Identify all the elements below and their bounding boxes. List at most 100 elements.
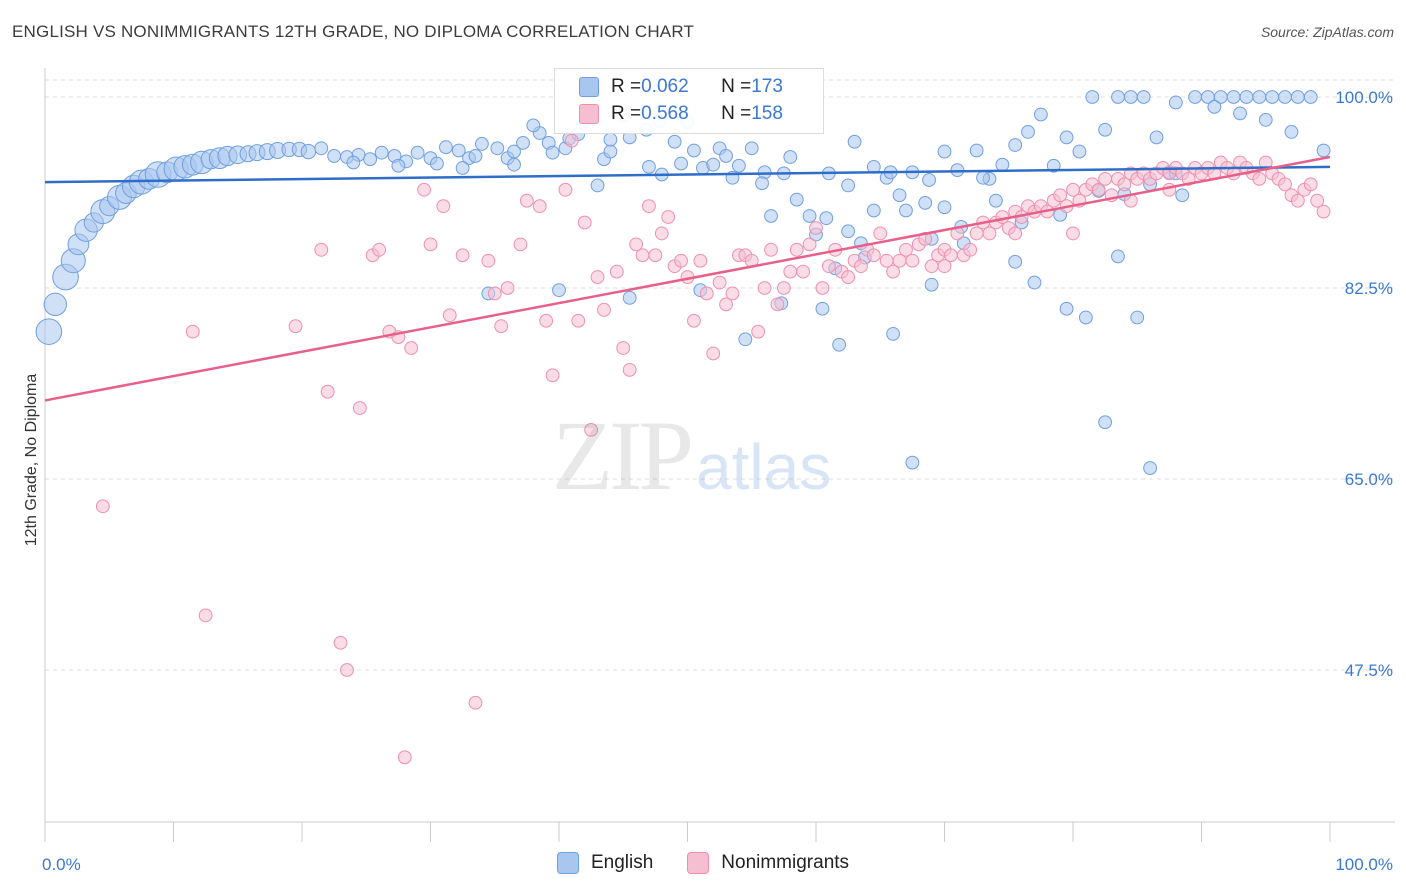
english-point	[687, 143, 701, 158]
english-point	[674, 156, 688, 171]
tick-labels: 47.5% 65.0% 82.5% 100.0% 0.0% 100.0%	[42, 88, 1393, 874]
nonimmigrant-point	[519, 193, 534, 208]
english-point	[507, 157, 521, 172]
english-point	[451, 143, 466, 158]
english-point	[1188, 90, 1202, 104]
nonimmigrants-n-value: 158	[751, 103, 783, 124]
english-point	[603, 144, 618, 159]
nonimmigrant-point	[1252, 171, 1267, 186]
nonimmigrant-point	[372, 242, 387, 257]
english-point	[300, 143, 317, 160]
english-point	[755, 176, 769, 191]
english-point	[526, 118, 541, 133]
english-point	[841, 178, 856, 193]
english-point	[507, 144, 521, 159]
nonimmigrant-point	[1053, 188, 1068, 203]
nonimmigrant-point	[706, 346, 721, 361]
english-point	[1059, 130, 1074, 145]
nonimmigrant-point	[1278, 177, 1292, 192]
english-point	[847, 134, 862, 149]
nonimmigrant-point	[513, 237, 528, 252]
english-point	[892, 188, 907, 203]
english-point	[603, 132, 618, 147]
nonimmigrant-point	[558, 182, 573, 197]
nonimmigrant-points	[95, 133, 1331, 765]
english-point	[783, 150, 798, 164]
english-point	[642, 159, 656, 174]
english-point	[1278, 90, 1292, 104]
nonimmigrant-point	[288, 319, 303, 334]
nonimmigrant-point	[796, 264, 811, 279]
english-point	[346, 155, 361, 170]
nonimmigrant-point	[712, 275, 727, 290]
english-point	[35, 318, 63, 345]
nonimmigrant-point	[648, 248, 663, 263]
english-point	[1284, 125, 1299, 139]
nonimmigrants-swatch	[579, 104, 599, 124]
nonimmigrant-point	[815, 281, 830, 295]
english-point	[886, 326, 900, 341]
legend-item-nonimmigrants[interactable]: Nonimmigrants	[687, 852, 849, 874]
stats-legend: R = 0.062 N = 173 R = 0.568 N = 158	[554, 68, 824, 134]
nonimmigrant-point	[584, 422, 599, 437]
nonimmigrant-point	[622, 362, 637, 377]
nonimmigrant-point	[757, 281, 772, 295]
watermark-zip: ZIP	[552, 400, 694, 511]
nonimmigrant-point	[699, 286, 714, 301]
nonimmigrant-point	[564, 133, 579, 148]
nonimmigrant-point	[1316, 204, 1331, 219]
nonimmigrant-point	[532, 199, 547, 214]
nonimmigrant-point	[866, 248, 881, 263]
english-point	[1033, 107, 1048, 122]
nonimmigrant-point	[494, 319, 509, 334]
nonimmigrant-point	[577, 215, 592, 230]
nonimmigrant-point	[809, 221, 823, 235]
english-point	[1027, 275, 1042, 290]
english-point	[1239, 90, 1254, 104]
nonimmigrant-point	[1162, 182, 1177, 197]
english-point	[490, 141, 505, 156]
english-point	[706, 157, 721, 172]
source-label: Source: ZipAtlas.com	[1260, 24, 1394, 40]
nonimmigrant-point	[423, 237, 438, 252]
english-point	[1149, 130, 1164, 145]
nonimmigrants-r-value: 0.568	[641, 103, 689, 124]
y-axis-label: 12th Grade, No Diploma	[23, 374, 40, 547]
nonimmigrant-point	[661, 210, 676, 224]
nonimmigrant-point	[1117, 177, 1132, 192]
english-point	[667, 134, 682, 149]
english-point	[410, 145, 425, 160]
nonimmigrant-point	[597, 302, 611, 317]
english-point	[832, 337, 847, 352]
nonimmigrant-point	[198, 608, 213, 623]
nonimmigrant-point	[545, 368, 560, 383]
english-point	[552, 283, 566, 298]
nonimmigrant-point	[1290, 193, 1305, 208]
english-point	[468, 149, 483, 163]
nonimmigrant-point	[693, 253, 708, 268]
nonimmigrant-point	[841, 270, 856, 284]
nonimmigrant-point	[764, 242, 778, 257]
english-point	[1265, 90, 1280, 104]
english-point	[918, 195, 933, 210]
nonimmigrant-point	[963, 242, 978, 257]
english-point	[475, 137, 489, 151]
english-swatch	[579, 77, 599, 97]
nonimmigrant-point	[1098, 171, 1113, 186]
axes	[44, 68, 1395, 842]
english-point	[1290, 90, 1305, 104]
nonimmigrant-point	[1008, 226, 1023, 241]
english-point	[1098, 122, 1113, 137]
x-tick-label: 0.0%	[42, 855, 81, 874]
nonimmigrants-legend-swatch	[687, 852, 710, 874]
english-point	[989, 193, 1003, 208]
english-point	[43, 292, 67, 317]
nonimmigrant-point	[609, 264, 624, 279]
nonimmigrant-point	[487, 286, 502, 301]
english-point	[1123, 90, 1138, 104]
english-n-value: 173	[751, 76, 783, 97]
nonimmigrant-point	[783, 264, 798, 279]
legend-item-english[interactable]: English	[556, 852, 653, 874]
english-point	[866, 203, 881, 218]
nonimmigrant-point	[500, 281, 515, 295]
